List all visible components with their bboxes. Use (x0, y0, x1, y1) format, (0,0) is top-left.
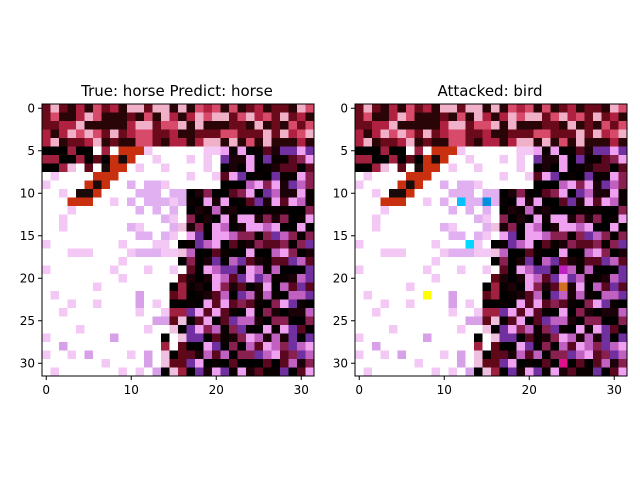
x-tick-label: 10 (124, 383, 139, 397)
image-pixels (42, 104, 314, 376)
y-tick-label: 30 (333, 356, 348, 370)
perturbed-pixel (465, 240, 474, 249)
panel-title: Attacked: bird (437, 82, 542, 100)
y-tick-label: 25 (20, 314, 35, 328)
y-tick-label: 0 (340, 101, 348, 115)
x-tick-label: 30 (607, 383, 622, 397)
x-tick-label: 30 (294, 383, 309, 397)
x-tick-label: 0 (355, 383, 363, 397)
x-tick-label: 0 (42, 383, 50, 397)
y-tick-label: 10 (20, 186, 35, 200)
attacked-image-panel: Attacked: bird 0 10 20 30 0 5 10 15 20 25 30 (333, 82, 628, 397)
axes-frame (41, 103, 315, 377)
y-tick-label: 25 (333, 314, 348, 328)
y-tick-label: 10 (333, 186, 348, 200)
perturbed-pixel (482, 197, 491, 206)
y-tick-label: 5 (340, 144, 348, 158)
y-tick-label: 5 (27, 144, 35, 158)
x-tick-label: 10 (437, 383, 452, 397)
original-image-panel: True: horse Predict: horse 0 10 20 30 0 5 10 15… (20, 82, 315, 397)
y-tick-label: 20 (333, 271, 348, 285)
y-tick-label: 20 (20, 271, 35, 285)
x-tick-label: 20 (522, 383, 537, 397)
y-tick-label: 30 (20, 356, 35, 370)
y-tick-label: 15 (333, 229, 348, 243)
perturbation-marks (423, 197, 568, 368)
perturbed-pixel (457, 197, 466, 206)
perturbed-pixel (559, 282, 568, 291)
y-tick-label: 15 (20, 229, 35, 243)
panel-title: True: horse Predict: horse (80, 82, 273, 100)
y-tick-label: 0 (27, 101, 35, 115)
perturbed-pixel (559, 265, 568, 274)
perturbed-pixel (559, 359, 568, 368)
axis-ticks: 0 10 20 30 0 5 10 15 20 25 30 (20, 101, 309, 397)
axes-frame (354, 103, 628, 377)
x-tick-label: 20 (209, 383, 224, 397)
axis-ticks: 0 10 20 30 0 5 10 15 20 25 30 (333, 101, 622, 397)
image-pixels (355, 104, 627, 376)
perturbed-pixel (423, 291, 432, 300)
